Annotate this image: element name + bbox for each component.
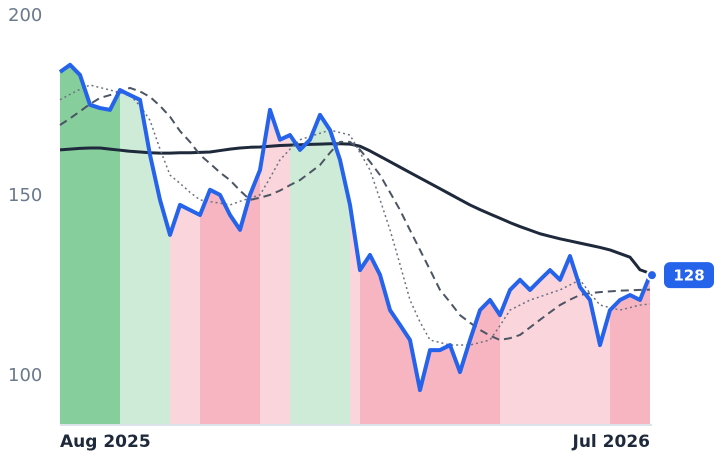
- band-area: [500, 256, 610, 425]
- x-tick-label: Aug 2025: [60, 432, 151, 452]
- band-area: [170, 204, 200, 425]
- band-area: [360, 255, 500, 425]
- x-tick-label: Jul 2026: [572, 432, 651, 452]
- last-value-label: 128: [673, 267, 704, 285]
- band-area: [260, 109, 290, 426]
- band-area: [120, 90, 170, 426]
- band-area: [290, 114, 350, 425]
- band-area: [60, 64, 120, 425]
- y-tick-label: 100: [8, 365, 42, 386]
- series-line: [58, 62, 652, 393]
- y-tick-label: 200: [8, 5, 42, 26]
- band-area: [610, 275, 650, 425]
- last-value-badge: [664, 262, 714, 289]
- y-tick-label: 150: [8, 185, 42, 206]
- band-area: [200, 170, 260, 425]
- series-line: [59, 86, 651, 341]
- series-line: [59, 84, 651, 346]
- last-value-dot: [646, 269, 658, 282]
